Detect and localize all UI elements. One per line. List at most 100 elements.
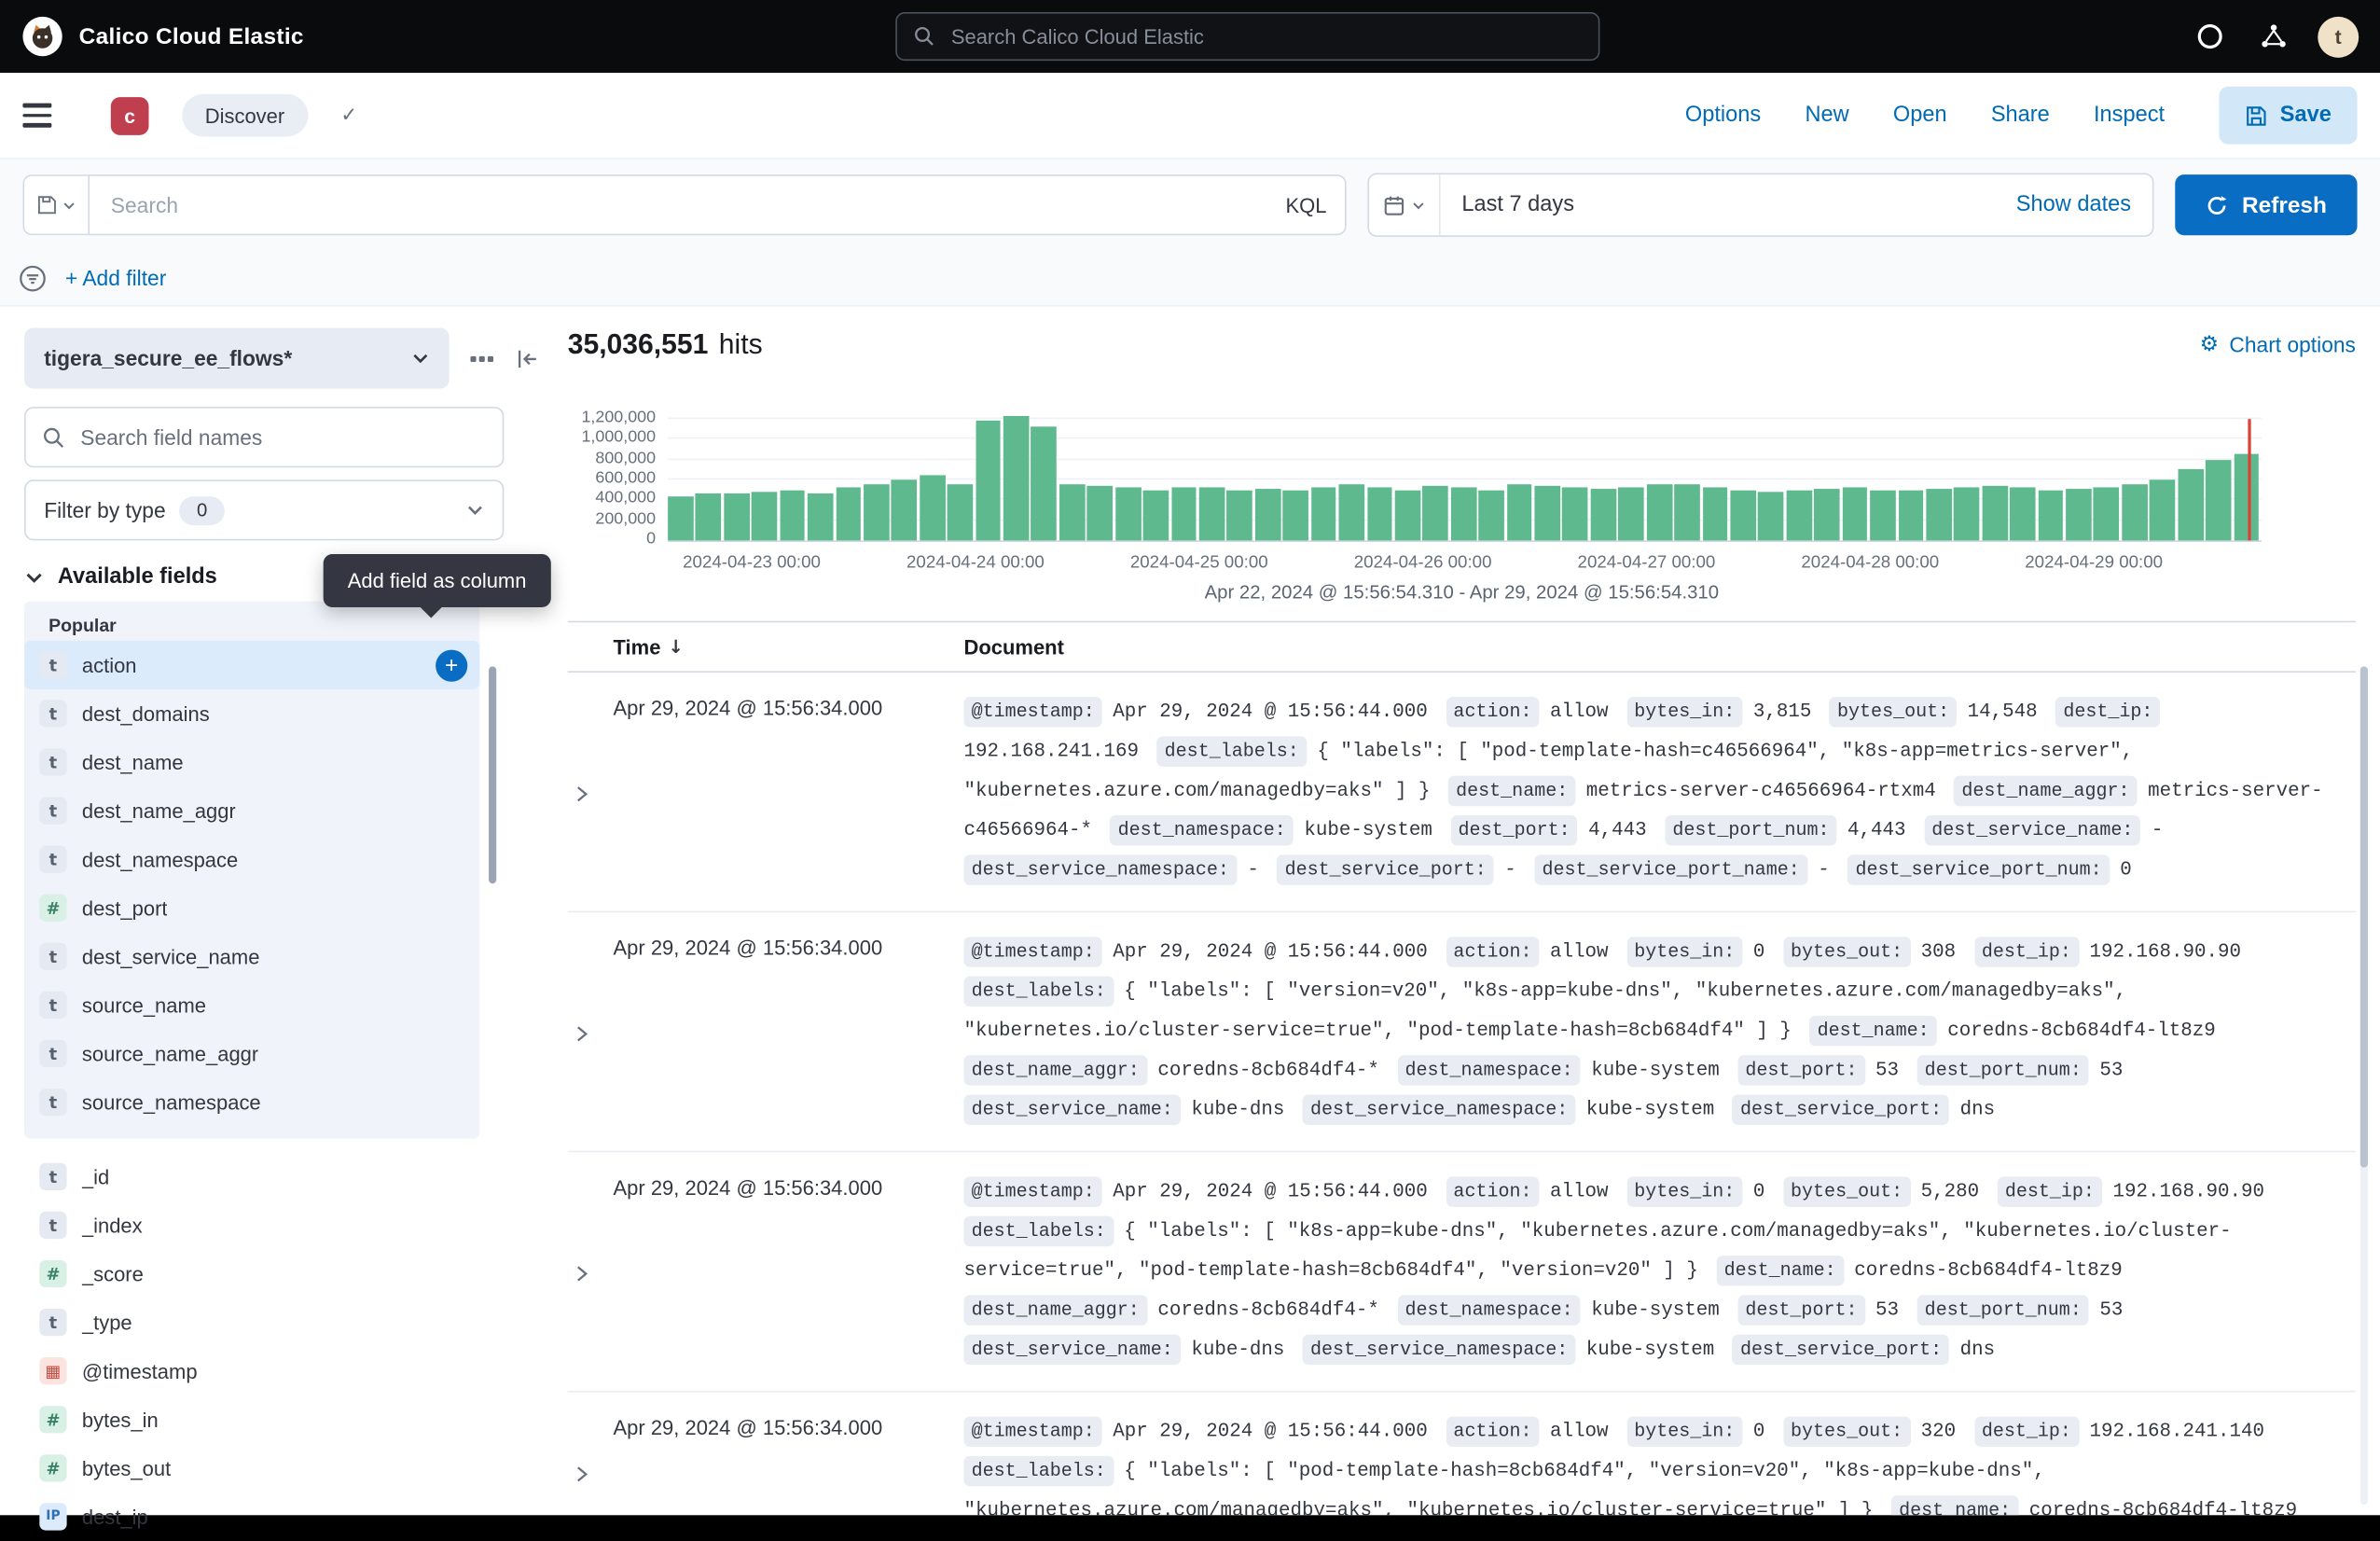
histogram-bar[interactable] <box>1115 488 1141 540</box>
histogram-bar[interactable] <box>2066 489 2091 540</box>
histogram-bar[interactable] <box>1898 491 1923 540</box>
histogram-bar[interactable] <box>1199 488 1225 540</box>
histogram-bar[interactable] <box>2206 460 2231 541</box>
field-item-bytes_out[interactable]: #bytes_out <box>24 1444 479 1492</box>
query-input-box[interactable]: KQL <box>88 174 1346 235</box>
histogram-bar[interactable] <box>864 484 889 541</box>
histogram-bar[interactable] <box>1842 488 1867 540</box>
histogram-bar[interactable] <box>1646 485 1671 541</box>
histogram-bar[interactable] <box>696 493 721 540</box>
expand-row-button[interactable] <box>568 932 614 1130</box>
expand-row-button[interactable] <box>568 1172 614 1369</box>
field-item-dest_service_name[interactable]: tdest_service_name <box>24 932 479 980</box>
add-filter-link[interactable]: + Add filter <box>65 266 166 290</box>
query-input[interactable] <box>108 191 1274 218</box>
histogram-bar[interactable] <box>1031 427 1057 541</box>
field-item-_id[interactable]: t_id <box>24 1152 479 1201</box>
toolbar-link-inspect[interactable]: Inspect <box>2094 104 2165 128</box>
histogram-bar[interactable] <box>1451 488 1476 540</box>
field-search-input[interactable] <box>77 423 486 451</box>
histogram-bar[interactable] <box>724 494 749 541</box>
field-search-box[interactable] <box>24 407 504 467</box>
histogram-bar[interactable] <box>2178 469 2203 540</box>
histogram-bar[interactable] <box>668 497 693 541</box>
histogram-bar[interactable] <box>1227 490 1252 540</box>
histogram-bar[interactable] <box>920 475 945 541</box>
histogram-bar[interactable] <box>1702 488 1727 540</box>
field-item-action[interactable]: taction+ <box>24 641 479 689</box>
toolbar-link-open[interactable]: Open <box>1893 104 1947 128</box>
field-item-source_name[interactable]: tsource_name <box>24 980 479 1029</box>
toolbar-link-options[interactable]: Options <box>1685 104 1761 128</box>
histogram-bar[interactable] <box>1003 416 1029 540</box>
time-range-value[interactable]: Last 7 days <box>1461 193 1574 217</box>
field-item-dest_domains[interactable]: tdest_domains <box>24 689 479 738</box>
histogram-bar[interactable] <box>892 479 917 540</box>
histogram-bar[interactable] <box>2038 490 2063 540</box>
histogram-bar[interactable] <box>1171 487 1197 540</box>
histogram-bar[interactable] <box>1870 490 1895 540</box>
menu-icon[interactable] <box>22 99 62 132</box>
expand-row-button[interactable] <box>568 692 614 890</box>
chart-options-button[interactable]: ⚙ Chart options <box>2200 332 2356 356</box>
toolbar-link-share[interactable]: Share <box>1991 104 2050 128</box>
sidebar-scrollbar-thumb[interactable] <box>489 666 496 883</box>
query-language-button[interactable]: KQL <box>1286 194 1327 216</box>
field-item-dest_name_aggr[interactable]: tdest_name_aggr <box>24 786 479 835</box>
field-item-source_name_aggr[interactable]: tsource_name_aggr <box>24 1029 479 1077</box>
toolbar-link-new[interactable]: New <box>1805 104 1848 128</box>
histogram-bar[interactable] <box>1563 488 1588 540</box>
histogram-bar[interactable] <box>2010 488 2035 540</box>
histogram-bar[interactable] <box>2234 453 2259 540</box>
histogram-bar[interactable] <box>1618 487 1643 540</box>
histogram-bar[interactable] <box>2122 484 2147 541</box>
user-avatar[interactable]: t <box>2318 16 2359 57</box>
collapse-sidebar-icon[interactable] <box>515 345 541 371</box>
time-column-header[interactable]: Time ↓ <box>614 635 964 658</box>
grid-dots-icon[interactable] <box>469 345 495 371</box>
index-pattern-button[interactable]: tigera_secure_ee_flows* <box>24 328 450 389</box>
histogram-bar[interactable] <box>1758 492 1783 540</box>
field-item-@timestamp[interactable]: ▦@timestamp <box>24 1347 479 1395</box>
filter-by-type-select[interactable]: Filter by type 0 <box>24 479 504 540</box>
histogram-bar[interactable] <box>1535 486 1560 541</box>
calendar-button[interactable] <box>1369 174 1440 235</box>
histogram-bar[interactable] <box>976 421 1001 540</box>
histogram-bar[interactable] <box>1814 489 1839 540</box>
save-button[interactable]: Save <box>2220 87 2358 145</box>
histogram-bar[interactable] <box>948 484 973 541</box>
field-item-bytes_in[interactable]: #bytes_in <box>24 1395 479 1444</box>
histogram-bar[interactable] <box>1954 487 1979 540</box>
global-search-input[interactable] <box>948 23 1582 49</box>
ring-icon[interactable] <box>2191 17 2230 56</box>
histogram-plot[interactable] <box>668 419 2262 542</box>
global-search-box[interactable] <box>895 12 1599 61</box>
histogram-bar[interactable] <box>1786 491 1811 540</box>
table-scrollbar-thumb[interactable] <box>2360 666 2368 1167</box>
histogram-bar[interactable] <box>2150 479 2175 540</box>
histogram-bar[interactable] <box>1423 486 1448 541</box>
histogram-bar[interactable] <box>1479 490 1504 540</box>
histogram-bar[interactable] <box>836 488 861 540</box>
saved-queries-button[interactable] <box>22 174 88 235</box>
field-item-dest_namespace[interactable]: tdest_namespace <box>24 835 479 883</box>
histogram-bar[interactable] <box>1255 489 1280 540</box>
add-field-as-column-button[interactable]: + <box>436 649 467 681</box>
histogram-bar[interactable] <box>1367 488 1392 540</box>
table-scrollbar[interactable] <box>2360 666 2368 1504</box>
histogram-bar[interactable] <box>1311 487 1336 540</box>
histogram-bar[interactable] <box>1982 486 2007 541</box>
cluster-network-icon[interactable] <box>2254 17 2293 56</box>
show-dates-link[interactable]: Show dates <box>2016 193 2131 217</box>
histogram-bar[interactable] <box>1143 490 1169 540</box>
histogram-bar[interactable] <box>1087 486 1113 541</box>
histogram-bar[interactable] <box>1674 484 1699 541</box>
histogram-bar[interactable] <box>1059 484 1085 541</box>
space-badge[interactable]: c <box>111 96 149 134</box>
field-item-dest_name[interactable]: tdest_name <box>24 738 479 786</box>
histogram-bar[interactable] <box>1926 489 1951 540</box>
expand-row-button[interactable] <box>568 1412 614 1516</box>
histogram-bar[interactable] <box>808 493 833 540</box>
histogram-bar[interactable] <box>1283 491 1308 540</box>
histogram-bar[interactable] <box>1507 484 1532 541</box>
